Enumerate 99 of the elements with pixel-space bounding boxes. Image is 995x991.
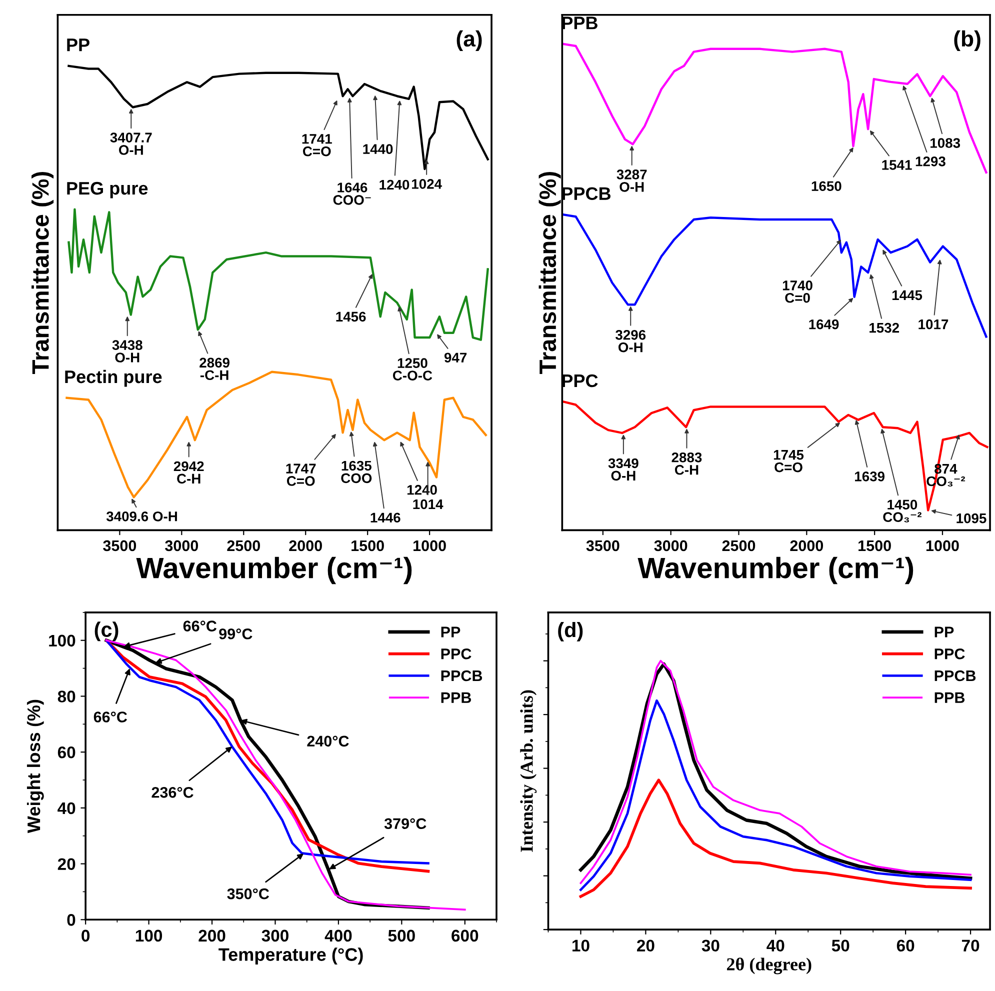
annotation: (c) [94, 622, 118, 642]
annotation: 2942 C-H [174, 461, 204, 484]
x-tick-label: 1500 [352, 540, 384, 552]
annotation: 1250 C-O-C [392, 358, 432, 380]
annotation: 1747 C=O [286, 464, 316, 486]
annotation: 3438 O-H [112, 340, 142, 362]
x-tick-label: 300 [262, 930, 288, 942]
annotation: 1650 [812, 181, 842, 192]
x-tick-label: 20 [637, 940, 654, 952]
annotation: 66°C [94, 712, 128, 722]
annotation: 3296 O-H [616, 330, 646, 352]
x-tick-label: 1000 [926, 540, 959, 552]
annotation: 1741 C=O [302, 134, 332, 156]
x-tick-label: 2000 [790, 540, 824, 552]
annotation: 1541 [882, 160, 912, 170]
annotation: 1446 [370, 512, 400, 523]
text: (a) [456, 30, 482, 52]
annotation: 1450 CO₃⁻² [883, 500, 922, 522]
annotation: 240°C [307, 736, 349, 747]
annotation: 1095 [956, 513, 986, 524]
annotation: 1014 [413, 499, 444, 510]
legend-label: PPCB [934, 670, 976, 682]
y-tick-label: 100 [49, 634, 76, 647]
annotation: 1649 [809, 319, 839, 330]
annotation: 2869 -C-H [200, 358, 230, 380]
y-tick-label: 60 [58, 746, 76, 758]
annotation: 1024 [412, 179, 442, 189]
x-tick-label: 3000 [654, 540, 688, 552]
x-tick-label: 200 [198, 930, 226, 942]
annotation: 3407.7 O-H [110, 132, 152, 155]
y-tick-label: 20 [58, 858, 76, 870]
x-tick-label: 3500 [103, 540, 136, 552]
legend-label: PPCB [441, 670, 482, 682]
legend-label: PPB [934, 692, 965, 703]
legend-label: PP [934, 626, 954, 638]
x-axis-title: Temperature (°C) [218, 948, 363, 965]
annotation: 1639 [855, 472, 885, 482]
annotation: 1456 [336, 312, 366, 322]
y-axis-title: Intensity (Arb. units) [520, 690, 537, 852]
x-tick-label: 0 [82, 930, 90, 942]
annotation: 99°C [219, 628, 252, 640]
x-tick-label: 40 [766, 940, 784, 952]
x-axis-title: 2θ (degree) [726, 958, 812, 974]
annotation: 379°C [384, 818, 426, 830]
annotation: 947 [444, 352, 467, 363]
y-tick-label: 80 [58, 690, 76, 702]
legend-label: PP [441, 626, 460, 638]
x-tick-label: 10 [572, 940, 590, 952]
legend-label: PPC [934, 648, 965, 660]
annotation: 1740 C=0 [782, 280, 812, 303]
annotation: 1440 [363, 144, 393, 154]
series-label: PP [67, 38, 90, 52]
x-tick-label: 70 [962, 940, 980, 952]
y-tick-label: 0 [67, 914, 76, 926]
text: (d) [558, 622, 583, 642]
series-label: PPC [562, 374, 598, 388]
x-axis-title: Wavenumber (cm⁻¹) [136, 556, 412, 584]
legend-label: PPB [441, 692, 472, 703]
x-tick-label: 100 [136, 930, 162, 942]
series-label: PPB [562, 16, 598, 30]
annotation: 1017 [918, 319, 948, 330]
annotation: 3287 O-H [616, 170, 647, 192]
y-tick-label: 40 [58, 802, 76, 814]
annotation: 66°C [183, 620, 217, 632]
x-tick-label: 60 [896, 940, 914, 952]
series-label: Pectin pure [65, 370, 162, 387]
x-tick-label: 3000 [165, 540, 198, 552]
x-tick-label: 1000 [414, 540, 446, 552]
annotation: 3409.6 O-H [106, 511, 177, 522]
annotation: 1240 [380, 180, 410, 190]
annotation: 1635 COO [341, 460, 372, 484]
legend-label: PPC [441, 648, 472, 660]
x-tick-label: 50 [832, 940, 850, 952]
series-label: PPCB [562, 187, 611, 200]
y-axis-title: Weight loss (%) [26, 700, 44, 834]
x-tick-label: 400 [324, 930, 352, 942]
x-tick-label: 1500 [858, 540, 891, 552]
y-axis-title: Transmittance (%) [32, 172, 54, 374]
annotation: 350°C [227, 888, 270, 900]
annotation: 1293 [916, 156, 946, 166]
annotation: 1745 C=O [774, 450, 804, 472]
annotation: 3349 O-H [608, 458, 638, 481]
y-axis-title: Transmittance (%) [538, 172, 561, 374]
annotation: 2883 C-H [672, 452, 702, 475]
x-tick-label: 500 [388, 930, 415, 942]
annotation: (b) [954, 30, 980, 52]
x-tick-label: 3500 [586, 540, 620, 552]
annotation: 236°C [152, 787, 194, 798]
x-axis-title: Wavenumber (cm⁻¹) [638, 556, 914, 584]
x-tick-label: 2000 [289, 540, 322, 552]
x-tick-label: 2500 [227, 540, 260, 552]
annotation: 1646 COO⁻ [333, 182, 371, 205]
x-tick-label: 2500 [722, 540, 756, 552]
annotation: 1532 [870, 322, 900, 333]
series-label: PEG pure [67, 182, 148, 198]
x-tick-label: 600 [452, 930, 478, 942]
annotation: 1083 [930, 138, 960, 148]
x-tick-label: 30 [702, 940, 720, 952]
annotation: 1445 [892, 290, 922, 300]
